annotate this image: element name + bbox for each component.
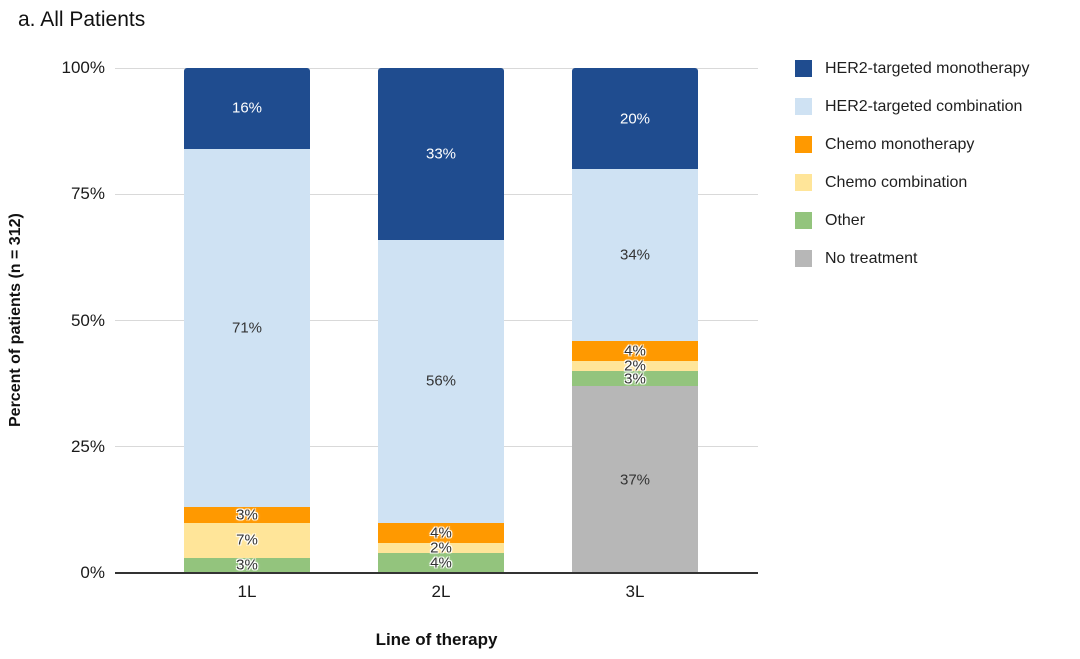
legend-swatch-icon bbox=[795, 174, 812, 191]
legend-item-chemo-monotherapy: Chemo monotherapy bbox=[795, 136, 1030, 153]
bar-segment-her2-targeted-monotherapy: 16% bbox=[184, 68, 310, 149]
chart-legend: HER2-targeted monotherapy HER2-targeted c… bbox=[795, 60, 1030, 267]
data-label: 33% bbox=[425, 145, 457, 163]
bar-3L: 20% 34% 4% 2% 3% 37% bbox=[572, 68, 698, 573]
data-label: 4% bbox=[430, 554, 452, 572]
data-label: 34% bbox=[619, 246, 651, 264]
y-tick-label-75: 75% bbox=[70, 184, 105, 204]
bar-segment-chemo-combination: 2% bbox=[378, 539, 504, 557]
bar-segment-other: 3% bbox=[572, 370, 698, 388]
legend-label: Other bbox=[825, 211, 866, 229]
legend-swatch-icon bbox=[795, 136, 812, 153]
x-axis-title: Line of therapy bbox=[375, 630, 498, 649]
bar-segment-other: 3% bbox=[184, 556, 310, 574]
y-tick-label-100: 100% bbox=[61, 58, 105, 77]
data-label: 4% bbox=[430, 524, 452, 542]
bar-segment-her2-targeted-monotherapy: 20% bbox=[572, 68, 698, 170]
data-label: 56% bbox=[425, 372, 457, 390]
legend-label: Chemo combination bbox=[825, 173, 968, 191]
y-tick-label-0: 0% bbox=[80, 563, 105, 582]
data-label: 3% bbox=[624, 370, 646, 388]
legend-item-no-treatment: No treatment bbox=[795, 250, 1030, 267]
x-tick-label-2L: 2L bbox=[431, 582, 451, 601]
x-tick-label-3L: 3L bbox=[625, 582, 645, 601]
bar-segment-no-treatment: 37% bbox=[572, 386, 698, 573]
data-label: 20% bbox=[619, 110, 651, 128]
bar-segment-other: 4% bbox=[378, 552, 504, 573]
legend-swatch-icon bbox=[795, 212, 812, 229]
bar-segment-her2-targeted-combination: 71% bbox=[184, 148, 310, 508]
y-tick-label-50: 50% bbox=[70, 310, 105, 330]
legend-item-chemo-combination: Chemo combination bbox=[795, 174, 1030, 191]
data-label: 7% bbox=[236, 531, 258, 549]
gridline-100 bbox=[115, 67, 758, 69]
x-axis-line bbox=[115, 572, 758, 574]
legend-label: Chemo monotherapy bbox=[825, 135, 975, 153]
legend-item-other: Other bbox=[795, 212, 1030, 229]
data-label: 37% bbox=[619, 471, 651, 489]
bar-2L: 33% 56% 4% 2% 4% bbox=[378, 68, 504, 573]
bar-segment-chemo-combination: 7% bbox=[184, 522, 310, 558]
data-label: 2% bbox=[624, 357, 646, 375]
bar-1L: 16% 71% 3% 7% 3% bbox=[184, 68, 310, 573]
x-tick-label-1L: 1L bbox=[237, 582, 257, 601]
legend-label: No treatment bbox=[825, 249, 918, 267]
legend-item-her2-targeted-monotherapy: HER2-targeted monotherapy bbox=[795, 60, 1030, 77]
y-tick-label-25: 25% bbox=[70, 436, 105, 456]
legend-item-her2-targeted-combination: HER2-targeted combination bbox=[795, 98, 1030, 115]
data-label: 16% bbox=[231, 99, 263, 117]
bar-segment-her2-targeted-combination: 56% bbox=[378, 239, 504, 523]
legend-swatch-icon bbox=[795, 250, 812, 267]
legend-swatch-icon bbox=[795, 60, 812, 77]
chart-title: a. All Patients bbox=[18, 8, 146, 31]
bar-segment-chemo-combination: 2% bbox=[572, 357, 698, 375]
bar-segment-chemo-monotherapy: 4% bbox=[378, 522, 504, 543]
data-label: 3% bbox=[236, 556, 258, 574]
bar-segment-her2-targeted-monotherapy: 33% bbox=[378, 68, 504, 240]
legend-label: HER2-targeted monotherapy bbox=[825, 59, 1030, 77]
data-label: 71% bbox=[231, 319, 263, 337]
legend-swatch-icon bbox=[795, 98, 812, 115]
legend-label: HER2-targeted combination bbox=[825, 97, 1023, 115]
bar-segment-chemo-monotherapy: 4% bbox=[572, 340, 698, 361]
data-label: 4% bbox=[624, 342, 646, 360]
data-label: 2% bbox=[430, 539, 452, 557]
bar-segment-chemo-monotherapy: 3% bbox=[184, 506, 310, 524]
data-label: 3% bbox=[236, 506, 258, 524]
bar-segment-her2-targeted-combination: 34% bbox=[572, 169, 698, 341]
